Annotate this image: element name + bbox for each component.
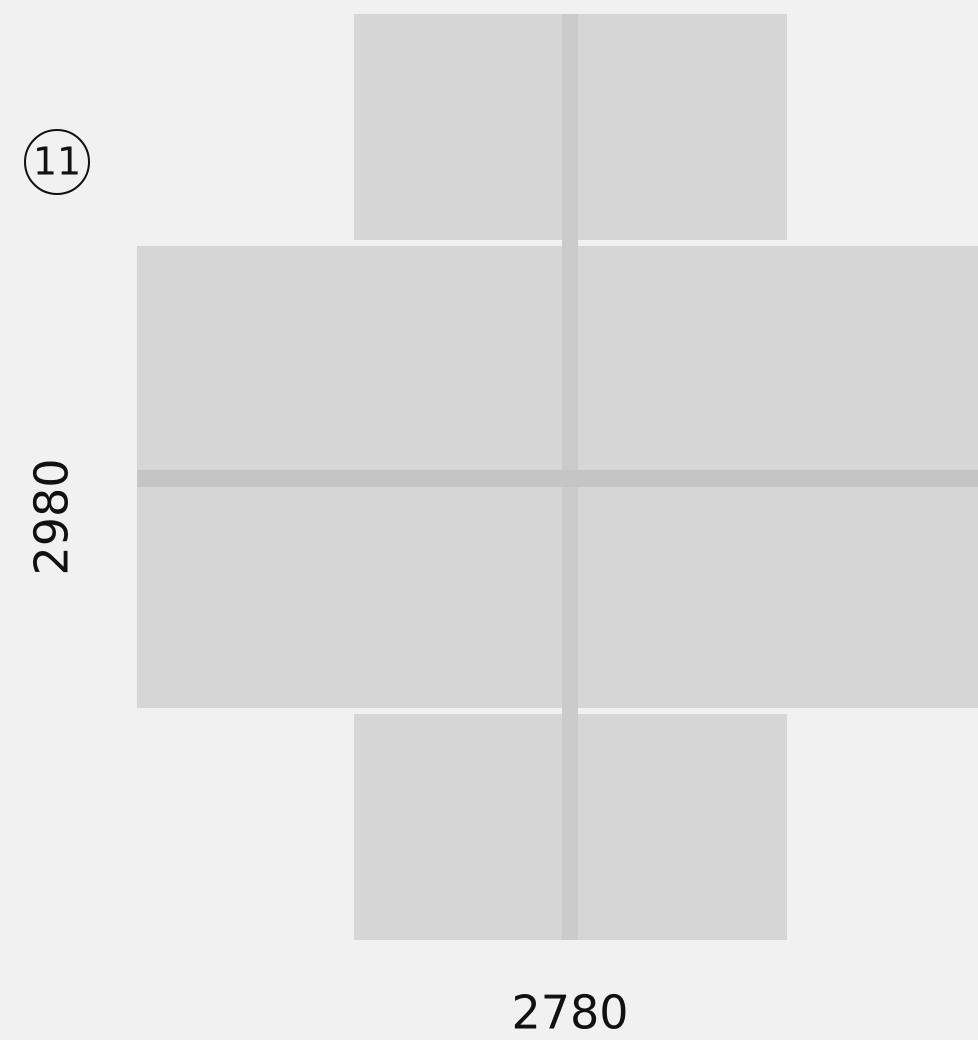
height-dimension: 2980 bbox=[25, 458, 79, 575]
divider-cross bbox=[562, 470, 578, 487]
panel-label: 11 bbox=[33, 140, 81, 184]
width-dimension: 2780 bbox=[511, 986, 628, 1040]
label-circle bbox=[24, 129, 90, 195]
horizontal-divider bbox=[137, 470, 978, 487]
